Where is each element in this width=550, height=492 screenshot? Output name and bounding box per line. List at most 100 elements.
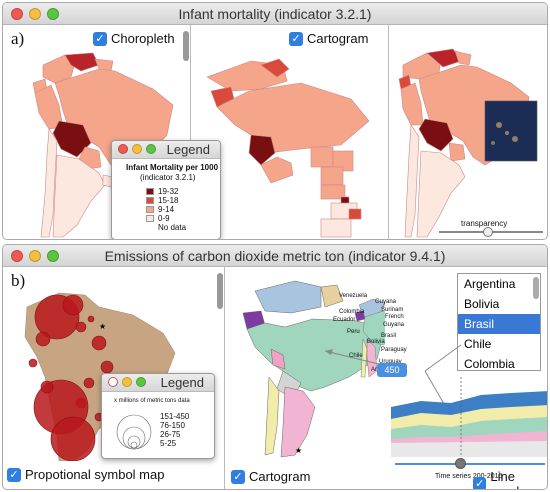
co2-cartogram-panel: ★ Venezuela Guyana Surinam French Colomb…: [225, 267, 548, 489]
mini-label: Brasil: [381, 333, 397, 339]
mini-label: Bolivia: [367, 339, 385, 345]
legend-item: 15-18: [146, 196, 186, 205]
overlay-map[interactable]: [389, 25, 548, 239]
legend-swatch: [146, 224, 154, 231]
maximize-button[interactable]: [47, 250, 59, 262]
map-bolivia: [52, 120, 92, 158]
check-icon: ✓: [7, 467, 21, 482]
choropleth-label: Choropleth: [111, 31, 175, 46]
symbol-map-checkbox[interactable]: ✓ Propotional symbol map: [7, 467, 164, 482]
co2-cartogram-map[interactable]: ★: [225, 267, 385, 461]
infant-mortality-window: Infant mortality (indicator 3.2.1) a) ✓ …: [2, 2, 548, 240]
legend-heading: x millions of metric tons data: [114, 398, 190, 404]
proportional-symbol-map[interactable]: ★: [3, 267, 215, 461]
close-button[interactable]: [11, 8, 23, 20]
window-title: Emissions of carbon dioxide metric ton (…: [104, 248, 446, 264]
cartogram-panel: ✓ Cartogram: [191, 25, 389, 239]
star-marker: ★: [99, 322, 106, 331]
legend-close-button[interactable]: [108, 377, 118, 387]
co2-emissions-window: Emissions of carbon dioxide metric ton (…: [2, 244, 548, 490]
map-chile: [40, 128, 58, 238]
legend-close-button[interactable]: [118, 144, 128, 154]
symbol-map-panel: b) ★: [3, 267, 225, 489]
country-item[interactable]: Bolivia: [464, 297, 500, 311]
legend-subheading: (indicator 3.2.1): [140, 173, 196, 182]
line-graph[interactable]: [391, 377, 548, 457]
legend-minimize-button[interactable]: [132, 144, 142, 154]
legend-item: 5-25: [160, 439, 177, 448]
mini-label: Chile: [349, 353, 363, 359]
line-graph-label: Line graph: [490, 469, 523, 489]
minimize-button[interactable]: [29, 8, 41, 20]
choropleth-checkbox[interactable]: ✓ Choropleth: [93, 31, 175, 46]
country-item[interactable]: Argentina: [464, 277, 516, 291]
time-slider[interactable]: [395, 463, 545, 465]
cartogram-map[interactable]: [191, 25, 389, 239]
mini-label: Paraguay: [381, 347, 407, 353]
check-icon: ✓: [93, 31, 107, 46]
legend-circles-icon: [116, 414, 152, 450]
panel-label-b: b): [11, 271, 26, 290]
legend-item: 0-9: [146, 214, 186, 223]
close-button[interactable]: [11, 250, 23, 262]
legend-swatch: [146, 215, 154, 222]
cartogram-checkbox[interactable]: ✓ Cartogram: [289, 31, 368, 46]
legend-item: No data: [146, 223, 186, 232]
check-icon: ✓: [473, 477, 487, 489]
satellite-image: [485, 101, 537, 161]
map-argentina: [52, 154, 106, 238]
mini-label: Guyana: [383, 322, 405, 328]
mini-sa-map: [354, 298, 385, 378]
time-slider-thumb[interactable]: [455, 458, 466, 469]
panel-label-a: a): [11, 29, 25, 48]
transparency-slider-thumb[interactable]: [483, 227, 493, 237]
legend-items: 19-32 15-18 9-14 0-9 No data: [146, 187, 186, 232]
minimize-button[interactable]: [29, 250, 41, 262]
time-series-label: Time series 200-2015: [435, 473, 503, 480]
country-list[interactable]: Argentina Bolivia Brasil Chile Colombia: [457, 273, 541, 371]
mini-label: Guyana: [375, 299, 397, 305]
legend-swatch: [146, 206, 154, 213]
check-icon: ✓: [289, 31, 303, 46]
list-scrollbar-thumb[interactable]: [533, 277, 539, 299]
legend-item: 9-14: [146, 205, 186, 214]
value-tooltip: 450: [377, 363, 407, 377]
mini-label: French: [385, 314, 404, 320]
symbol-map-label: Propotional symbol map: [25, 467, 165, 482]
co2-legend: Legend x millions of metric tons data 15…: [101, 373, 215, 459]
legend-item: 19-32: [146, 187, 186, 196]
star-marker: ★: [295, 446, 302, 455]
legend-maximize-button[interactable]: [136, 377, 146, 387]
legend-maximize-button[interactable]: [146, 144, 156, 154]
legend-minimize-button[interactable]: [122, 377, 132, 387]
legend-swatch: [146, 188, 154, 195]
country-item[interactable]: Colombia: [464, 357, 515, 371]
legend-item: 76-150: [160, 421, 185, 430]
scrollbar-thumb[interactable]: [183, 31, 189, 61]
cartogram-checkbox[interactable]: ✓ Cartogram: [231, 469, 310, 484]
country-item-selected[interactable]: Brasil: [458, 314, 540, 334]
mini-label: Ecuador: [333, 317, 356, 323]
mini-label: Peru: [347, 329, 360, 335]
overlay-panel: transparency: [389, 25, 548, 239]
legend-items: 151-450 76-150 26-75 5-25: [160, 412, 189, 448]
legend-swatch: [146, 197, 154, 204]
transparency-label: transparency: [461, 219, 508, 228]
cartogram-label: Cartogram: [307, 31, 369, 46]
scrollbar-thumb[interactable]: [217, 273, 223, 309]
legend-title: Legend: [166, 142, 210, 157]
window-titlebar: Infant mortality (indicator 3.2.1): [3, 3, 547, 25]
mini-label: Surinam: [381, 307, 404, 313]
legend-item: 26-75: [160, 430, 181, 439]
legend-item: 151-450: [160, 412, 190, 421]
mini-label: Colombia: [339, 309, 365, 315]
legend-titlebar: Legend: [102, 374, 214, 392]
line-graph-checkbox[interactable]: ✓ Line graph: [473, 469, 547, 489]
check-icon: ✓: [231, 469, 245, 484]
window-title: Infant mortality (indicator 3.2.1): [178, 6, 372, 22]
country-item[interactable]: Chile: [464, 337, 492, 351]
legend-title: Legend: [160, 375, 204, 390]
maximize-button[interactable]: [47, 8, 59, 20]
legend-titlebar: Legend: [112, 141, 220, 159]
map-venezuela: [64, 52, 100, 72]
